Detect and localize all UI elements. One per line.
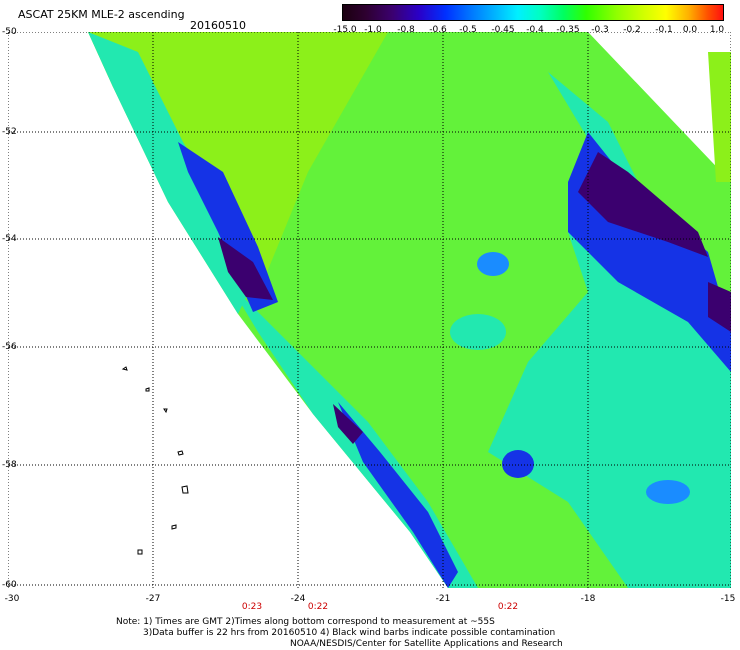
footnote-line-1: Note: 1) Times are GMT 2)Times along bot… [116, 617, 495, 627]
lon-tick-label: -24 [290, 594, 306, 604]
south-sandwich-islands-outlines [121, 366, 189, 555]
lon-tick-label: -21 [435, 594, 451, 604]
lat-tick-label: -52 [2, 127, 17, 137]
colorbar-label: -0.5 [459, 25, 477, 35]
colorbar-label: -0.35 [556, 25, 580, 35]
lat-tick-label: -60 [2, 580, 17, 590]
colorbar-label: -15.0 [333, 25, 357, 35]
lon-tick-label: -15 [720, 594, 736, 604]
colorbar-label: -1.0 [364, 25, 382, 35]
image-title: ASCAT 25KM MLE-2 ascending [18, 8, 185, 21]
colorbar-label: 1.0 [709, 25, 725, 35]
colorbar-label: 0.0 [682, 25, 698, 35]
colorbar-label: -0.8 [397, 25, 415, 35]
lon-tick-label: -30 [4, 594, 20, 604]
colorbar-label: -0.4 [526, 25, 544, 35]
colorbar [342, 4, 724, 21]
colorbar-label: -0.3 [591, 25, 609, 35]
lon-tick-label: -27 [145, 594, 161, 604]
measurement-time-label: 0:22 [497, 602, 519, 612]
colorbar-label: -0.6 [429, 25, 447, 35]
colorbar-label: -0.45 [491, 25, 515, 35]
colorbar-label: -0.2 [623, 25, 641, 35]
map-panel [8, 32, 731, 588]
measurement-time-label: 0:22 [307, 602, 329, 612]
lat-tick-label: -50 [2, 27, 17, 37]
lat-tick-label: -54 [2, 234, 17, 244]
image-date: 20160510 [190, 19, 246, 32]
wind-swath [88, 32, 731, 588]
colorbar-label: -0.1 [655, 25, 673, 35]
lat-tick-label: -58 [2, 460, 17, 470]
lat-tick-label: -56 [2, 342, 17, 352]
footnote-line-2: 3)Data buffer is 22 hrs from 20160510 4)… [143, 628, 556, 638]
lon-tick-label: -18 [580, 594, 596, 604]
lat-lon-gridlines [8, 32, 731, 588]
footnote-credit: NOAA/NESDIS/Center for Satellite Applica… [290, 639, 563, 649]
measurement-time-label: 0:23 [241, 602, 263, 612]
